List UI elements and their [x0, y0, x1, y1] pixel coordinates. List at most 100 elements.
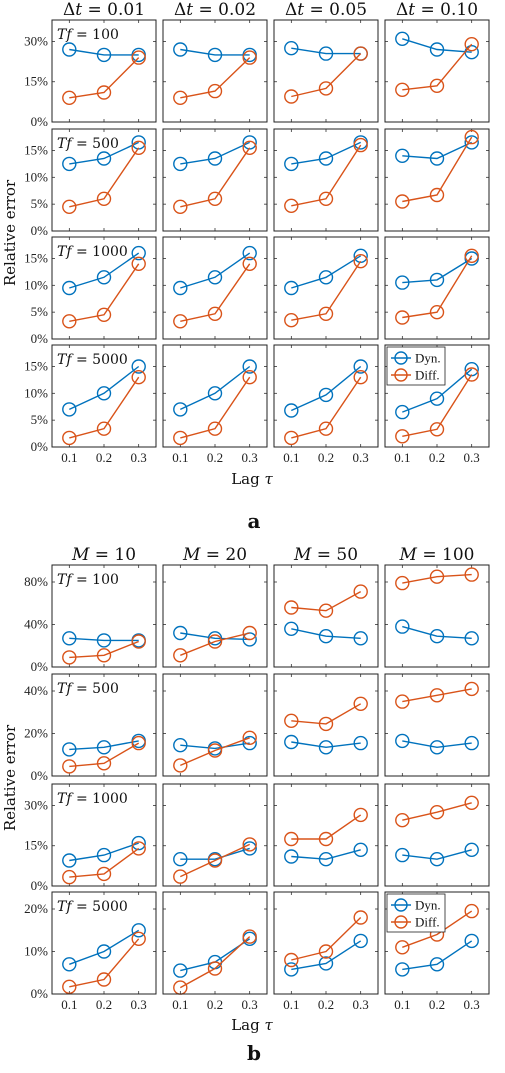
dyn-series-marker	[395, 847, 410, 863]
column-title: Δt = 0.01	[63, 0, 145, 20]
x-tick-label: 0.1	[172, 997, 188, 1012]
diff-series-line	[180, 263, 251, 322]
dyn-series-marker	[96, 386, 112, 401]
dyn-series-marker	[395, 733, 410, 749]
dyn-series-marker	[62, 156, 77, 172]
panel	[384, 783, 490, 887]
dyn-series-marker	[173, 42, 188, 57]
dyn-series-marker	[395, 275, 410, 290]
diff-series-line	[69, 376, 140, 439]
panel-frame	[162, 891, 268, 995]
dyn-series-marker	[207, 270, 223, 285]
diff-series-marker	[96, 307, 112, 322]
panel	[273, 19, 379, 123]
dyn-series-marker	[62, 280, 77, 296]
x-tick-label: 0.2	[318, 997, 334, 1012]
panel: Tf = 1000	[51, 783, 157, 887]
dyn-series-marker	[429, 852, 445, 867]
diff-series-marker	[96, 972, 112, 987]
diff-series-marker	[242, 50, 257, 65]
diff-series-marker	[62, 979, 77, 994]
diff-series-marker	[96, 648, 112, 663]
diff-series-marker	[318, 944, 334, 959]
panel-frame	[51, 783, 157, 887]
dyn-series-marker	[173, 625, 188, 641]
x-tick-label: 0.3	[131, 997, 147, 1012]
diff-series-marker	[318, 831, 334, 847]
dyn-series-marker	[429, 629, 445, 644]
panel-frame	[51, 564, 157, 668]
diff-series-line	[402, 910, 473, 948]
x-tick-label: 0.3	[464, 450, 480, 465]
dyn-series-marker	[62, 853, 77, 868]
dyn-series-line	[69, 365, 140, 411]
x-tick-label: 0.2	[429, 997, 445, 1012]
dyn-series-line	[291, 849, 361, 860]
diff-series-marker	[429, 569, 445, 584]
panel-frame	[273, 564, 379, 668]
dyn-series-line	[180, 252, 251, 289]
dyn-series-marker	[284, 962, 299, 977]
panel-frame	[384, 564, 490, 668]
diff-series-marker	[62, 430, 77, 446]
diff-series-marker	[464, 37, 479, 52]
dyn-series-marker	[242, 841, 257, 856]
panel	[384, 19, 490, 123]
diff-series-line	[69, 847, 140, 878]
dyn-series-marker	[173, 156, 188, 172]
dyn-series-marker	[464, 631, 479, 646]
panel	[273, 128, 379, 232]
diff-series-marker	[353, 137, 368, 153]
x-tick-label: 0.1	[283, 450, 299, 465]
panel: Tf = 100	[51, 564, 157, 668]
dyn-series-marker	[62, 402, 77, 417]
diff-series-line	[402, 43, 473, 91]
dyn-series-marker	[242, 632, 257, 647]
diff-series-marker	[353, 46, 368, 61]
dyn-series-marker	[131, 923, 146, 938]
diff-series-marker	[131, 841, 146, 856]
diff-series-marker	[96, 421, 112, 436]
panel-frame	[273, 128, 379, 232]
diff-series-marker	[62, 314, 77, 329]
dyn-series-line	[402, 257, 473, 284]
y-tick-label: 30%	[24, 797, 48, 812]
panel	[384, 236, 490, 340]
x-tick-label: 0.3	[353, 450, 369, 465]
diff-series-marker	[173, 314, 188, 329]
diff-series-line	[402, 136, 473, 203]
panel: Tf = 1000	[51, 236, 157, 340]
dyn-series-marker	[207, 631, 223, 646]
diff-series-marker	[207, 634, 223, 649]
panel-frame	[384, 891, 490, 995]
diff-series-marker	[62, 90, 77, 106]
dyn-series-line	[291, 365, 362, 412]
diff-series-marker	[242, 370, 257, 385]
y-axis-label: Relative error	[1, 179, 19, 286]
diff-series-marker	[284, 713, 299, 728]
dyn-series-marker	[173, 280, 188, 296]
dyn-series-line	[402, 625, 472, 639]
dyn-series-marker	[318, 740, 334, 755]
dyn-series-marker	[464, 933, 479, 949]
diff-series-marker	[131, 634, 146, 649]
diff-series-line	[180, 843, 250, 878]
y-tick-label: 20%	[24, 901, 48, 916]
dyn-series-marker	[284, 734, 299, 750]
dyn-series-line	[402, 740, 472, 749]
panel-frame	[51, 128, 157, 232]
diff-series-marker	[318, 81, 334, 96]
row-title: Tf = 100	[57, 27, 119, 43]
panel-frame	[273, 19, 379, 123]
dyn-series-marker	[131, 835, 146, 851]
dyn-series-marker	[353, 933, 368, 949]
dyn-series-marker	[96, 270, 112, 285]
dyn-series-marker	[96, 847, 112, 863]
legend: Dyn. Diff.	[386, 346, 446, 386]
x-tick-label: 0.3	[242, 450, 258, 465]
diff-series-marker	[318, 306, 334, 321]
diff-series-line	[291, 376, 362, 439]
dyn-series-marker	[131, 245, 146, 261]
dyn-series-marker	[96, 740, 112, 755]
panel-frame	[51, 673, 157, 777]
